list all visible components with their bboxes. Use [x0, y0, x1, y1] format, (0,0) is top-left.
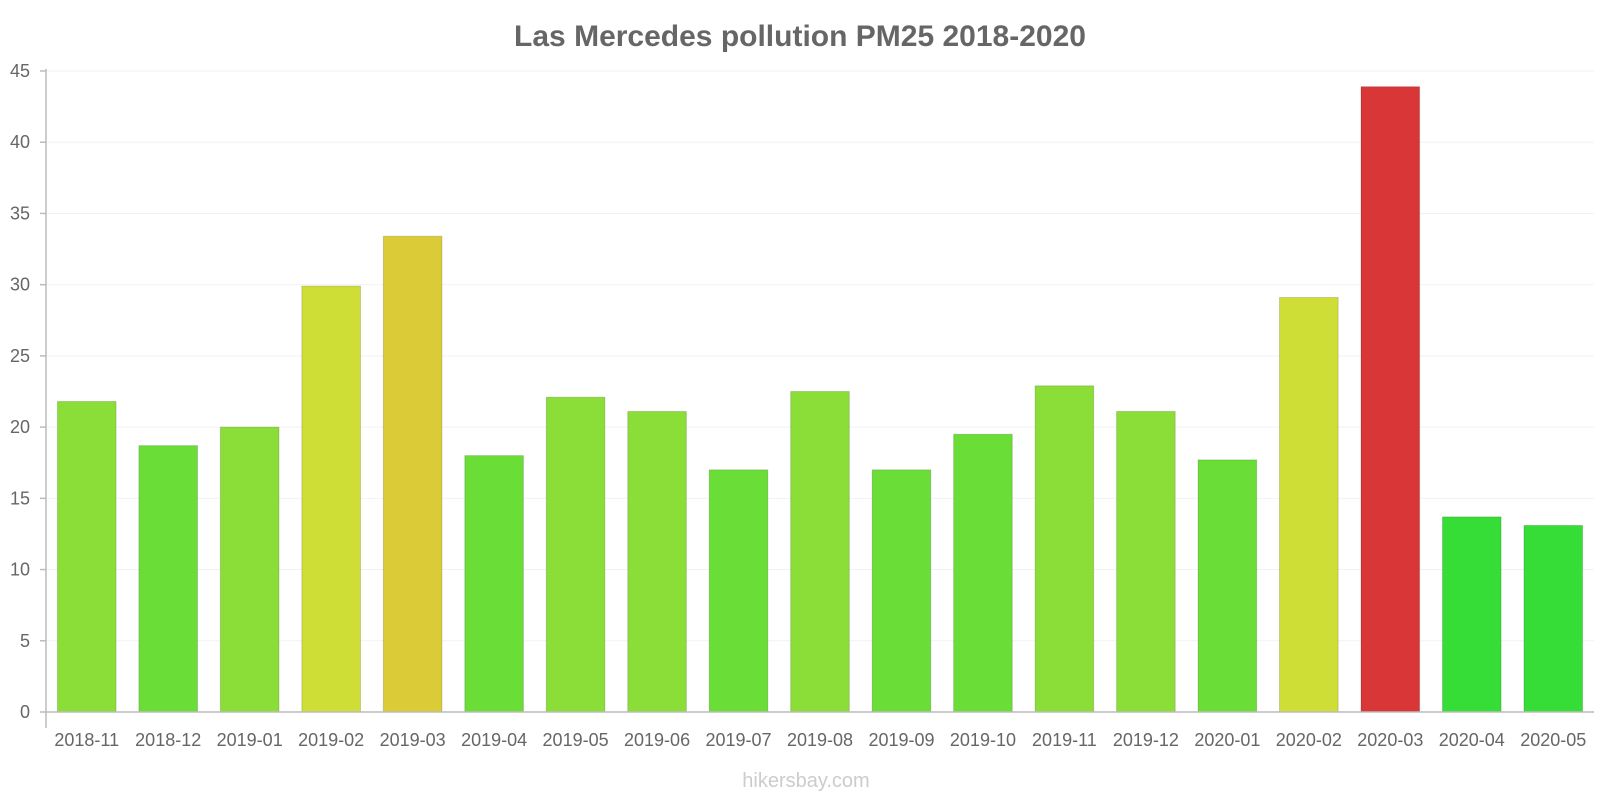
x-tick-label: 2019-04 — [461, 730, 527, 750]
y-tick-label: 5 — [20, 631, 30, 651]
bar-2019-07[interactable] — [708, 469, 769, 713]
x-tick-label: 2020-04 — [1439, 730, 1505, 750]
bar-2020-03[interactable] — [1360, 86, 1421, 713]
x-axis-ticks: 2018-11 2018-12 2019-01 2019-02 2019-03 2019-… — [54, 730, 1586, 750]
y-tick-label: 20 — [10, 417, 30, 437]
chart-title: Las Mercedes pollution PM25 2018-2020 — [514, 20, 1086, 53]
bar-2018-11[interactable] — [56, 400, 117, 713]
x-tick-label: 2019-03 — [380, 730, 446, 750]
bar-2019-09[interactable] — [871, 469, 932, 713]
x-tick-label: 2019-06 — [624, 730, 690, 750]
x-tick-label: 2019-01 — [217, 730, 283, 750]
bar-2019-12[interactable] — [1116, 410, 1176, 713]
bar-2020-01[interactable] — [1197, 459, 1258, 713]
y-tick-label: 45 — [10, 61, 30, 81]
bar-2019-01[interactable] — [219, 426, 280, 713]
x-tick-label: 2018-11 — [54, 730, 119, 750]
bar-2019-03[interactable] — [382, 235, 443, 713]
bar-2018-12[interactable] — [138, 445, 199, 713]
x-tick-label: 2020-03 — [1357, 730, 1423, 750]
x-tick-label: 2019-02 — [298, 730, 364, 750]
x-tick-label: 2019-11 — [1032, 730, 1097, 750]
x-tick-label: 2020-01 — [1194, 730, 1260, 750]
y-tick-label: 35 — [10, 203, 30, 223]
x-tick-label: 2019-05 — [543, 730, 609, 750]
y-tick-label: 0 — [20, 702, 30, 722]
y-axis-ticks: 0 5 10 15 20 25 30 35 40 45 — [10, 61, 46, 722]
y-tick-label: 25 — [10, 346, 30, 366]
x-tick-label: 2019-08 — [787, 730, 853, 750]
x-tick-label: 2020-05 — [1520, 730, 1586, 750]
bar-2020-04[interactable] — [1441, 516, 1502, 713]
y-tick-label: 15 — [10, 488, 30, 508]
x-tick-label: 2018-12 — [135, 730, 201, 750]
x-tick-label: 2019-12 — [1113, 730, 1179, 750]
x-tick-label: 2019-09 — [868, 730, 934, 750]
x-tick-label: 2019-07 — [705, 730, 771, 750]
bar-2019-06[interactable] — [627, 410, 687, 713]
bar-2019-02[interactable] — [301, 285, 361, 713]
bar-2019-08[interactable] — [790, 391, 850, 713]
bar-2019-04[interactable] — [464, 455, 524, 713]
y-tick-label: 40 — [10, 132, 30, 152]
y-tick-label: 10 — [10, 560, 30, 580]
bar-2019-05[interactable] — [545, 396, 606, 713]
bar-2019-11[interactable] — [1034, 385, 1095, 713]
bars — [56, 86, 1584, 713]
x-tick-label: 2019-10 — [950, 730, 1016, 750]
x-tick-label: 2020-02 — [1276, 730, 1342, 750]
bar-2019-10[interactable] — [953, 433, 1013, 713]
credit-text: hikersbay.com — [742, 770, 869, 792]
bar-2020-05[interactable] — [1523, 524, 1584, 713]
bar-2020-02[interactable] — [1279, 296, 1339, 713]
y-tick-label: 30 — [10, 275, 30, 295]
